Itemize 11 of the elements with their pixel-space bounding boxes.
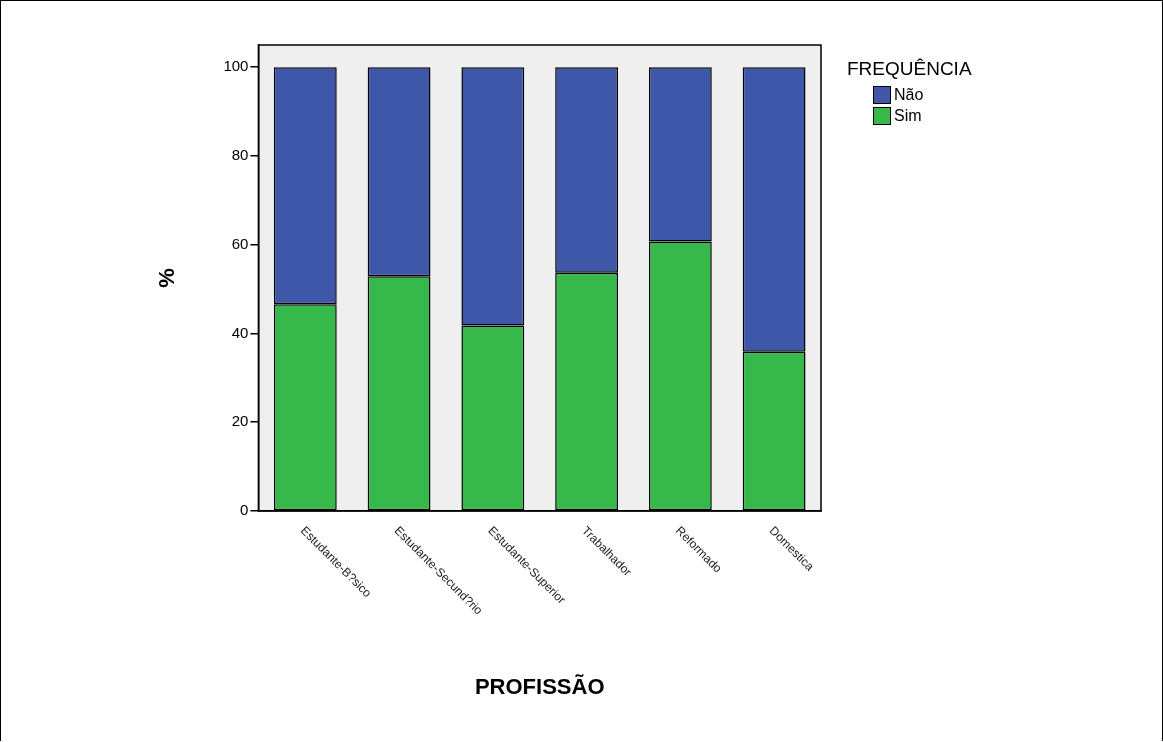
y-tick-label: 20 [231, 412, 249, 430]
y-tick-label: 100 [223, 57, 249, 75]
y-tick-label: 80 [231, 146, 249, 164]
y-tick-label: 0 [240, 501, 249, 519]
x-axis-title: PROFISSÃO [474, 673, 605, 699]
y-tick-label: 60 [231, 234, 249, 252]
y-axis-title: % [154, 268, 180, 288]
legend-title: FREQUÊNCIA [847, 58, 972, 80]
legend-label: Não [894, 86, 924, 104]
y-tick-label: 40 [231, 323, 249, 341]
legend-label: Sim [894, 107, 922, 125]
